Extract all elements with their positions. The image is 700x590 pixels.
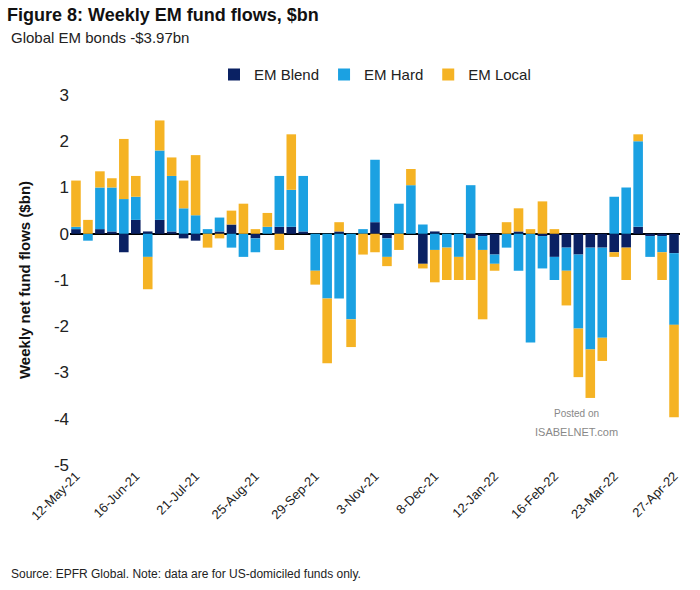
svg-text:3-Nov-21: 3-Nov-21 — [333, 469, 381, 517]
svg-text:-1: -1 — [54, 271, 69, 290]
svg-text:12-May-21: 12-May-21 — [28, 469, 83, 524]
svg-text:25-Aug-21: 25-Aug-21 — [209, 469, 263, 523]
svg-text:Posted on: Posted on — [554, 408, 599, 419]
svg-text:0: 0 — [60, 225, 69, 244]
svg-text:EM Blend: EM Blend — [254, 66, 319, 83]
svg-text:EM Local: EM Local — [468, 66, 531, 83]
svg-text:27-Apr-22: 27-Apr-22 — [629, 469, 680, 520]
svg-text:1: 1 — [60, 178, 69, 197]
svg-text:Figure 8: Weekly EM fund flows: Figure 8: Weekly EM fund flows, $bn — [7, 5, 319, 25]
svg-text:12-Jan-22: 12-Jan-22 — [449, 469, 501, 521]
svg-text:29-Sep-21: 29-Sep-21 — [268, 469, 322, 523]
svg-text:16-Feb-22: 16-Feb-22 — [508, 469, 561, 522]
svg-text:8-Dec-21: 8-Dec-21 — [393, 469, 441, 517]
svg-text:23-Mar-22: 23-Mar-22 — [568, 469, 621, 522]
svg-text:-2: -2 — [54, 317, 69, 336]
svg-text:2: 2 — [60, 132, 69, 151]
svg-text:-4: -4 — [54, 410, 69, 429]
svg-text:EM Hard: EM Hard — [364, 66, 423, 83]
svg-text:21-Jul-21: 21-Jul-21 — [153, 469, 202, 518]
svg-text:ISABELNET.com: ISABELNET.com — [535, 426, 618, 438]
svg-text:16-Jun-21: 16-Jun-21 — [90, 469, 142, 521]
svg-text:3: 3 — [60, 86, 69, 105]
svg-text:Source: EPFR Global. Note: dat: Source: EPFR Global. Note: data are for … — [11, 567, 361, 581]
svg-text:-3: -3 — [54, 363, 69, 382]
svg-text:Global EM bonds -$3.97bn: Global EM bonds -$3.97bn — [11, 29, 189, 46]
svg-text:-5: -5 — [54, 456, 69, 475]
svg-text:Weekly net fund flows ($bn): Weekly net fund flows ($bn) — [16, 181, 33, 379]
